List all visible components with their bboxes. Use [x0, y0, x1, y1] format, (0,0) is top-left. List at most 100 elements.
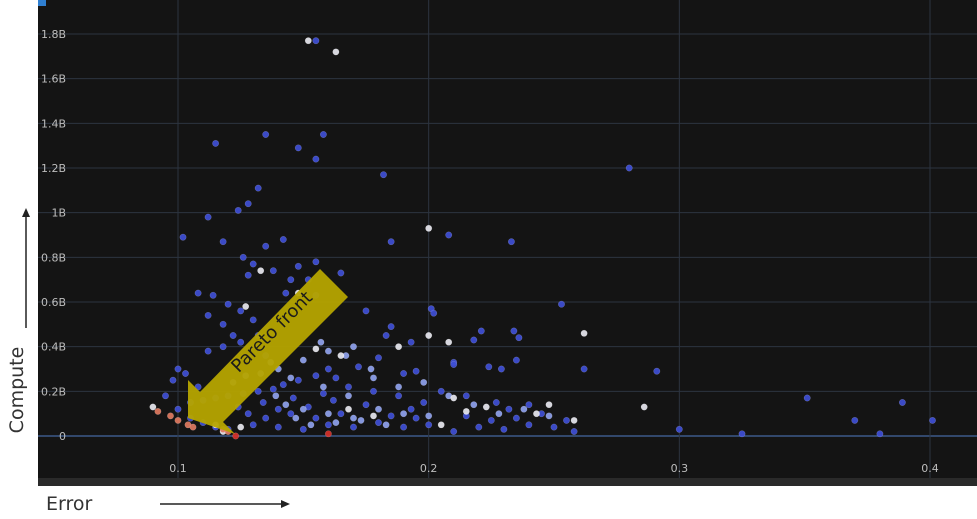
scatter-point-white: [257, 267, 265, 275]
plot-bottom-bar: [38, 478, 977, 486]
scatter-point-blue: [269, 385, 277, 393]
scatter-point-blue: [412, 414, 420, 422]
scatter-point-white: [640, 403, 648, 411]
scatter-point-light-blue: [292, 414, 300, 422]
scatter-point-blue: [324, 365, 332, 373]
scatter-point-blue: [675, 425, 683, 433]
scatter-point-blue: [239, 253, 247, 261]
scatter-point-light-blue: [350, 414, 357, 422]
scatter-point-blue: [563, 416, 570, 424]
scatter-point-light-blue: [375, 405, 382, 413]
scatter-point-white: [242, 303, 250, 310]
scatter-point-white: [237, 423, 245, 431]
x-tick-label: 0.4: [921, 462, 939, 475]
scatter-point-blue: [512, 356, 520, 364]
scatter-point-blue: [174, 365, 182, 373]
scatter-point-blue: [425, 421, 433, 429]
scatter-point-white: [580, 329, 588, 337]
scatter-point-blue: [345, 383, 352, 391]
pareto-front-arrow: [188, 269, 348, 434]
scatter-point-blue: [312, 37, 320, 45]
scatter-point-white: [437, 421, 445, 429]
scatter-point-blue: [324, 421, 332, 429]
scatter-point-blue: [492, 399, 500, 406]
scatter-point-blue: [237, 307, 245, 315]
scatter-point-blue: [512, 414, 520, 422]
scatter-point-blue: [234, 206, 242, 214]
scatter-point-light-blue: [272, 392, 280, 400]
scatter-point-blue: [319, 390, 327, 398]
scatter-point-blue: [738, 430, 746, 438]
scatter-point-blue: [182, 370, 189, 377]
scatter-point-blue: [497, 365, 505, 373]
scatter-point-light-blue: [425, 412, 433, 420]
scatter-point-orange: [189, 423, 197, 431]
scatter-point-light-blue: [370, 374, 377, 382]
scatter-point-blue: [500, 425, 508, 433]
y-tick-labels: 0 0.2B 0.4B 0.6B 0.8B 1B 1.2B 1.4B 1.6B 1.8B: [41, 28, 66, 443]
scatter-point-orange: [154, 407, 162, 415]
scatter-point-blue: [362, 401, 370, 409]
scatter-point-blue: [332, 374, 340, 382]
scatter-point-light-blue: [299, 405, 307, 413]
scatter-point-blue: [329, 396, 337, 404]
scatter-point-blue: [430, 309, 438, 317]
scatter-point-blue: [229, 332, 237, 339]
scatter-point-blue: [224, 300, 232, 308]
scatter-point-blue: [507, 238, 515, 246]
scatter-point-light-blue: [357, 416, 365, 424]
scatter-point-white: [370, 412, 377, 420]
scatter-point-white: [312, 345, 320, 353]
scatter-point-blue: [274, 405, 282, 413]
scatter-point-blue: [262, 414, 270, 422]
scatter-point-light-blue: [395, 383, 403, 391]
scatter-point-light-blue: [367, 365, 375, 373]
scatter-point-blue: [262, 242, 270, 250]
scatter-point-blue: [412, 367, 420, 375]
scatter-point-blue: [162, 392, 169, 400]
scatter-point-white: [462, 407, 470, 415]
scatter-point-blue: [262, 131, 270, 138]
scatter-point-blue: [407, 338, 415, 346]
scatter-point-light-blue: [470, 401, 478, 409]
y-tick-label: 1.6B: [41, 73, 66, 86]
scatter-point-blue: [515, 334, 523, 342]
scatter-point-blue: [475, 423, 483, 431]
scatter-point-light-blue: [282, 401, 290, 409]
scatter-point-white: [482, 403, 490, 411]
x-tick-labels: 0.1 0.2 0.3 0.4: [169, 462, 939, 475]
scatter-point-blue: [219, 320, 227, 328]
scatter-point-light-blue: [307, 421, 315, 429]
scatter-point-blue: [876, 430, 884, 438]
scatter-point-blue: [244, 200, 252, 208]
x-axis-arrow-icon: [160, 500, 290, 508]
scatter-point-blue: [898, 399, 906, 406]
scatter-point-blue: [254, 184, 262, 192]
scatter-point-blue: [312, 258, 320, 266]
scatter-point-white: [425, 332, 433, 339]
scatter-point-blue: [249, 260, 257, 268]
scatter-point-blue: [287, 410, 295, 418]
scatter-point-blue: [477, 327, 485, 335]
scatter-point-blue: [355, 363, 362, 371]
scatter-point-blue: [550, 423, 558, 431]
scatter-point-blue: [445, 231, 453, 239]
scatter-point-blue: [219, 238, 227, 246]
scatter-point-blue: [485, 363, 493, 371]
scatter-point-blue: [525, 421, 533, 429]
scatter-point-blue: [558, 300, 565, 308]
y-tick-label: 0.6B: [41, 296, 66, 309]
scatter-point-blue: [312, 372, 320, 380]
scatter-point-blue: [570, 428, 578, 435]
scatter-point-light-blue: [420, 378, 428, 386]
scatter-point-white: [345, 405, 352, 413]
scatter-point-red: [232, 432, 240, 440]
scatter-point-blue: [212, 139, 220, 147]
scatter-point-blue: [219, 343, 227, 351]
scatter-point-blue: [254, 387, 262, 395]
scatter-point-blue: [319, 131, 327, 138]
y-tick-label: 0.8B: [41, 251, 66, 264]
scatter-point-light-blue: [299, 356, 307, 364]
scatter-point-blue: [350, 423, 357, 431]
scatter-point-blue: [312, 155, 320, 163]
